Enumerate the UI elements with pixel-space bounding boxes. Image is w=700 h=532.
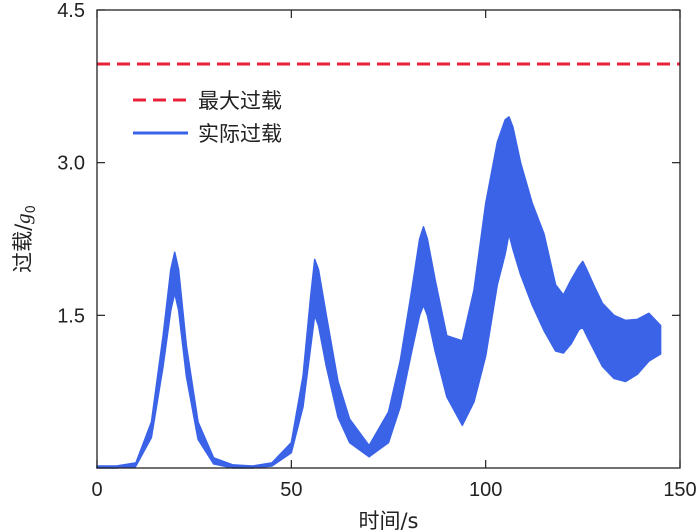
x-tick-label: 0 xyxy=(91,479,102,501)
y-axis-label: 过载/g0 xyxy=(11,205,39,273)
axis-labels: 时间/s 过载/g0 xyxy=(11,205,419,532)
series-actual-overload-band xyxy=(96,116,662,469)
plot-area xyxy=(96,62,680,469)
x-tick-label: 100 xyxy=(469,479,502,501)
y-tick-label: 3.0 xyxy=(57,153,85,175)
x-tick-label: 150 xyxy=(663,479,696,501)
y-tick-label: 4.5 xyxy=(57,0,85,22)
plot-frame xyxy=(96,9,681,469)
y-tick-label: 1.5 xyxy=(57,305,85,327)
x-axis-label: 时间/s xyxy=(358,509,418,532)
axes: 0 50 100 150 1.5 3.0 4.5 xyxy=(57,0,697,501)
x-tick-label: 50 xyxy=(280,479,302,501)
legend-label-actual-overload: 实际过载 xyxy=(198,122,282,146)
legend-label-max-overload: 最大过载 xyxy=(198,89,282,113)
